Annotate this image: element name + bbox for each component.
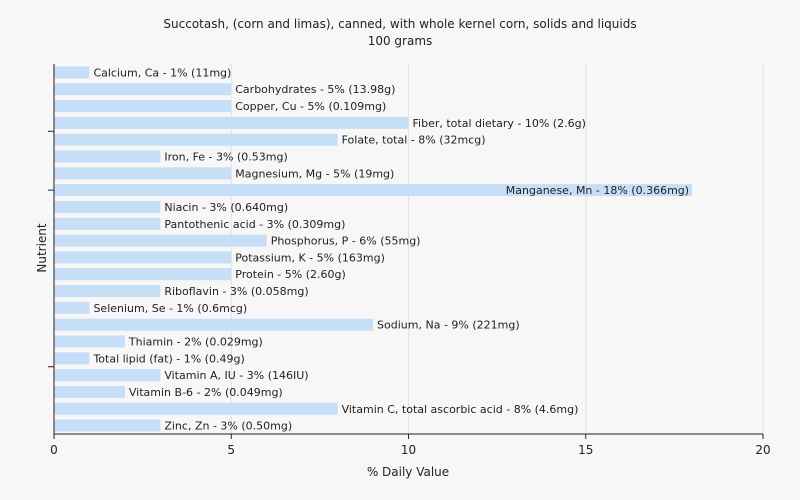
bar: [54, 352, 90, 365]
bar-label: Vitamin A, IU - 3% (146IU): [164, 369, 308, 382]
bar: [54, 133, 338, 146]
y-axis-label: Nutrient: [35, 223, 49, 273]
bar-label: Thiamin - 2% (0.029mg): [128, 336, 263, 349]
bar-label: Zinc, Zn - 3% (0.50mg): [164, 420, 292, 433]
bar-label: Carbohydrates - 5% (13.98g): [235, 83, 395, 96]
bar: [54, 83, 232, 96]
bar: [54, 285, 161, 298]
bar-label: Copper, Cu - 5% (0.109mg): [235, 100, 386, 113]
bar-label: Phosphorus, P - 6% (55mg): [271, 235, 421, 248]
x-axis-label: % Daily Value: [367, 465, 449, 479]
axes: 0 5 10 15 20: [48, 64, 771, 457]
bar-label: Potassium, K - 5% (163mg): [235, 251, 385, 264]
bar-label: Magnesium, Mg - 5% (19mg): [235, 167, 394, 180]
chart-subtitle: 100 grams: [368, 34, 433, 48]
bar: [54, 402, 338, 415]
bar-label: Riboflavin - 3% (0.058mg): [164, 285, 308, 298]
bar: [54, 184, 693, 197]
bar: [54, 385, 125, 398]
bar-label: Fiber, total dietary - 10% (2.6g): [413, 117, 586, 130]
bar: [54, 100, 232, 113]
bar: [54, 217, 161, 230]
bar: [54, 301, 90, 314]
bar: [54, 200, 161, 213]
x-tick-label: 15: [578, 443, 593, 457]
chart-title: Succotash, (corn and limas), canned, wit…: [163, 17, 636, 31]
bar-label: Manganese, Mn - 18% (0.366mg): [506, 184, 689, 197]
bar: [54, 66, 90, 79]
bar: [54, 234, 267, 247]
bar: [54, 318, 374, 331]
bar: [54, 167, 232, 180]
bar: [54, 335, 125, 348]
x-tick-label: 10: [401, 443, 416, 457]
bar-label: Folate, total - 8% (32mcg): [342, 134, 486, 147]
bar: [54, 116, 409, 129]
bars: [54, 66, 693, 432]
bar: [54, 419, 161, 432]
bar: [54, 251, 232, 264]
bar-label: Sodium, Na - 9% (221mg): [377, 319, 520, 332]
bar-label: Total lipid (fat) - 1% (0.49g): [92, 352, 244, 365]
bar-labels: Calcium, Ca - 1% (11mg) Carbohydrates - 5…: [92, 66, 689, 432]
bar-label: Selenium, Se - 1% (0.6mcg): [93, 302, 247, 315]
bar-label: Iron, Fe - 3% (0.53mg): [164, 151, 287, 164]
bar-label: Vitamin B-6 - 2% (0.049mg): [129, 386, 283, 399]
bar-label: Niacin - 3% (0.640mg): [164, 201, 288, 214]
bar-label: Calcium, Ca - 1% (11mg): [93, 66, 231, 79]
bar: [54, 369, 161, 382]
bar: [54, 150, 161, 163]
bar-label: Protein - 5% (2.60g): [235, 268, 346, 281]
x-tick-label: 20: [755, 443, 770, 457]
x-tick-label: 5: [227, 443, 235, 457]
bar-label: Pantothenic acid - 3% (0.309mg): [164, 218, 345, 231]
bar: [54, 268, 232, 281]
bar-label: Vitamin C, total ascorbic acid - 8% (4.6…: [342, 403, 579, 416]
x-tick-label: 0: [50, 443, 58, 457]
